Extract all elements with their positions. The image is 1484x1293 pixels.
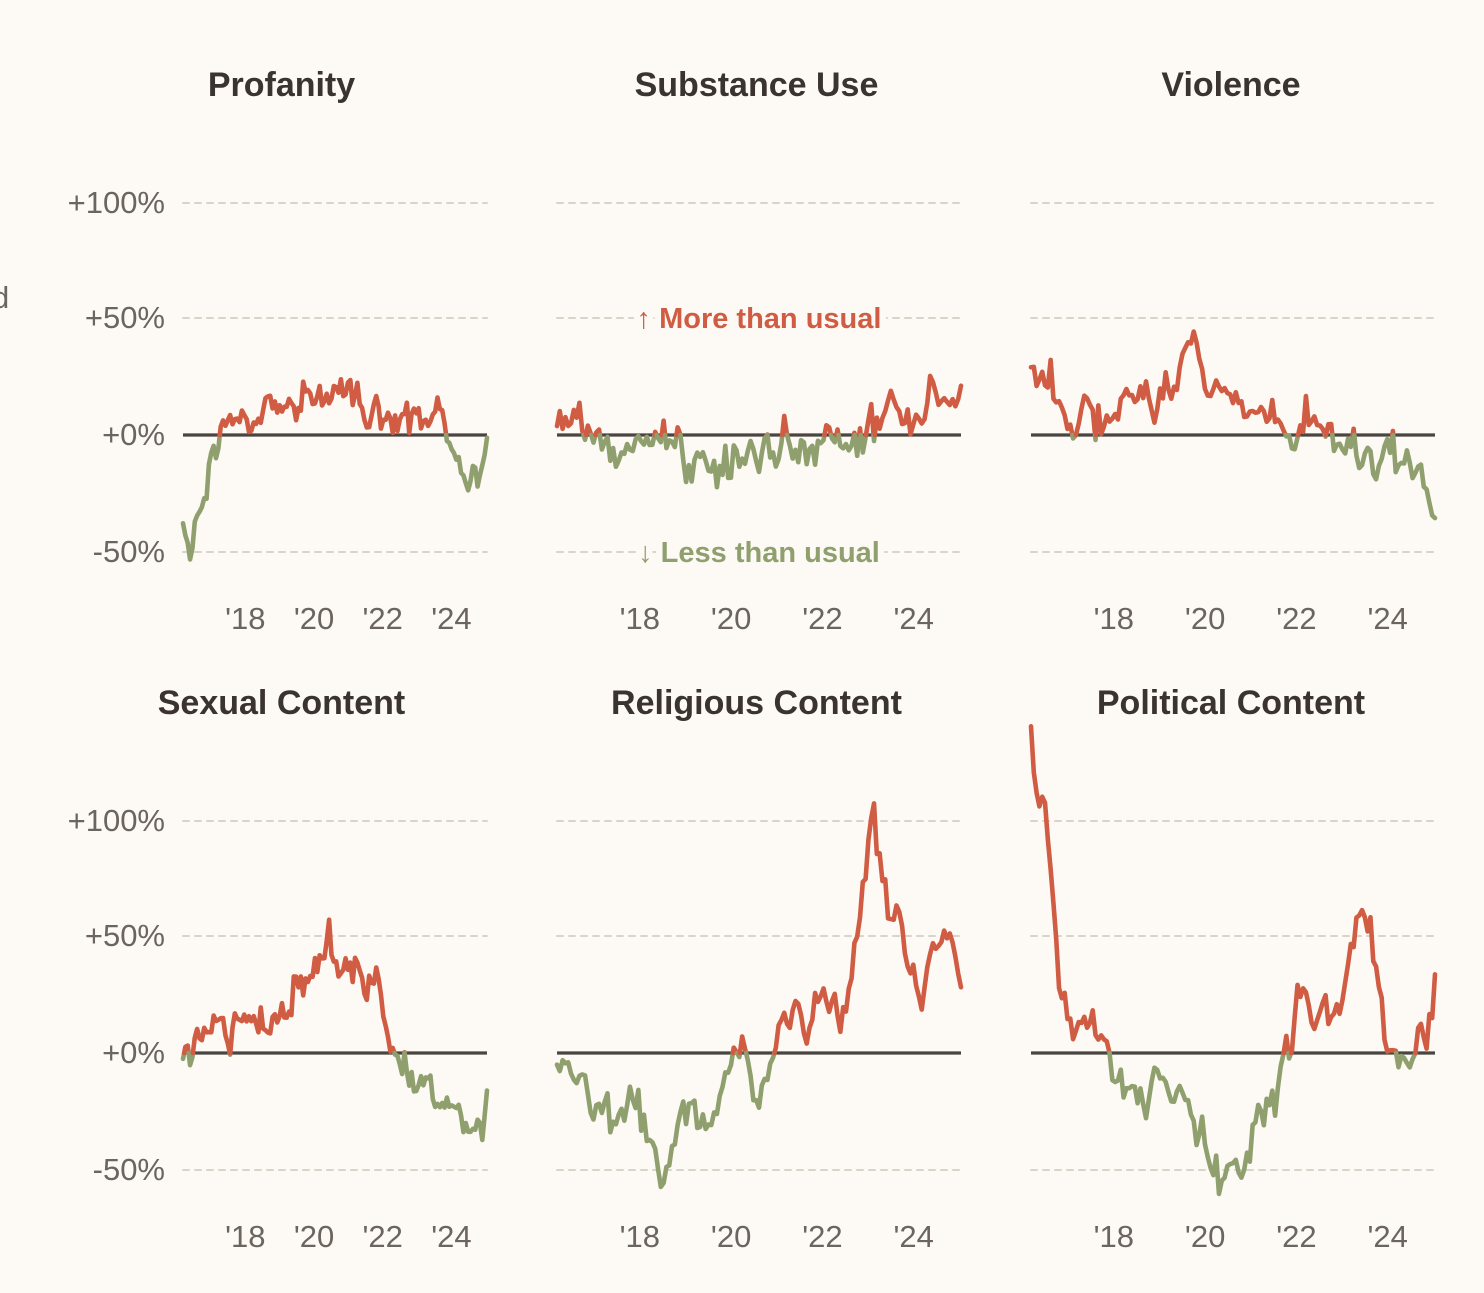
- svg-text:'18: '18: [620, 601, 660, 636]
- svg-text:'18: '18: [1094, 1219, 1134, 1254]
- svg-text:-50%: -50%: [93, 1152, 165, 1187]
- svg-text:Political Content: Political Content: [1097, 684, 1365, 722]
- svg-text:Profanity: Profanity: [208, 66, 355, 104]
- svg-text:d: d: [0, 280, 9, 315]
- svg-text:'24: '24: [894, 601, 934, 636]
- svg-text:'24: '24: [1368, 1219, 1408, 1254]
- svg-text:'24: '24: [894, 1219, 934, 1254]
- svg-text:Religious Content: Religious Content: [611, 684, 902, 722]
- svg-text:+0%: +0%: [102, 417, 165, 452]
- svg-text:+100%: +100%: [68, 185, 165, 220]
- svg-text:'18: '18: [225, 601, 265, 636]
- svg-text:'22: '22: [802, 601, 842, 636]
- svg-text:'20: '20: [1185, 1219, 1225, 1254]
- svg-text:↑ More than usual: ↑ More than usual: [637, 303, 882, 335]
- svg-text:'24: '24: [431, 1219, 471, 1254]
- svg-text:+100%: +100%: [68, 803, 165, 838]
- svg-text:'20: '20: [711, 601, 751, 636]
- svg-text:'24: '24: [431, 601, 471, 636]
- svg-text:↓ Less than usual: ↓ Less than usual: [638, 537, 880, 569]
- svg-text:+50%: +50%: [85, 918, 165, 953]
- svg-text:'20: '20: [711, 1219, 751, 1254]
- svg-text:'22: '22: [1276, 1219, 1316, 1254]
- svg-text:'18: '18: [225, 1219, 265, 1254]
- svg-text:'22: '22: [1276, 601, 1316, 636]
- svg-text:Violence: Violence: [1161, 66, 1300, 104]
- svg-text:'20: '20: [294, 1219, 334, 1254]
- svg-text:'22: '22: [802, 1219, 842, 1254]
- svg-text:+0%: +0%: [102, 1035, 165, 1070]
- svg-text:'20: '20: [1185, 601, 1225, 636]
- svg-text:'22: '22: [363, 1219, 403, 1254]
- svg-text:'20: '20: [294, 601, 334, 636]
- svg-text:'18: '18: [620, 1219, 660, 1254]
- svg-text:'24: '24: [1368, 601, 1408, 636]
- svg-text:Substance Use: Substance Use: [635, 66, 879, 104]
- svg-text:Sexual Content: Sexual Content: [158, 684, 405, 722]
- svg-text:'18: '18: [1094, 601, 1134, 636]
- svg-text:+50%: +50%: [85, 300, 165, 335]
- svg-text:-50%: -50%: [93, 534, 165, 569]
- svg-text:'22: '22: [363, 601, 403, 636]
